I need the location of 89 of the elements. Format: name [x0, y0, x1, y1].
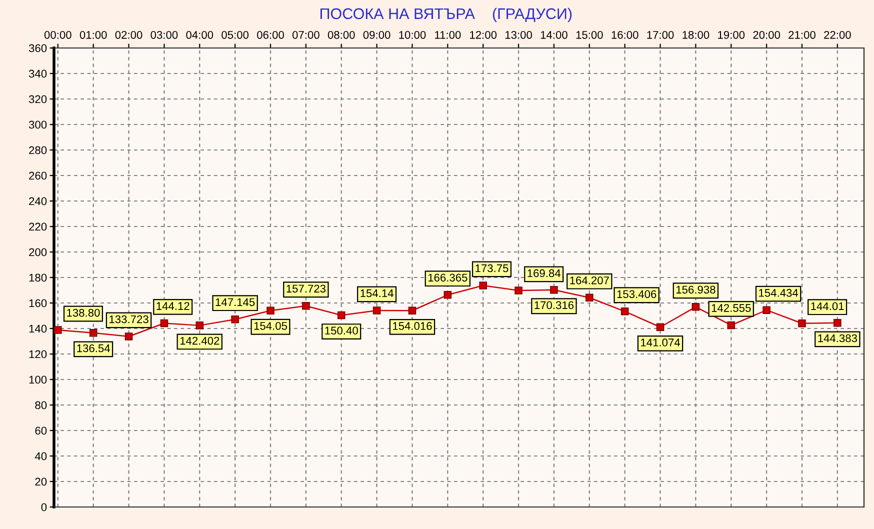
x-tick-label: 06:00 [257, 30, 284, 39]
data-label: 173.75 [476, 264, 508, 272]
x-tick-label: 01:00 [80, 30, 107, 39]
x-tick-label: 17:00 [647, 30, 674, 39]
data-label: 133.723 [110, 315, 148, 324]
data-label: 144.12 [156, 302, 190, 310]
y-tick-label: 300 [28, 120, 47, 129]
data-label: 142.555 [712, 304, 751, 312]
data-label: 154.05 [254, 322, 288, 330]
data-label: 147.145 [216, 298, 255, 306]
point [372, 306, 381, 314]
x-tick-label: 07:00 [292, 30, 320, 39]
y-tick-label: 80 [35, 401, 47, 410]
y-tick-label: 0 [41, 503, 47, 512]
data-label: 144.383 [818, 334, 858, 342]
x-tick-label: 14:00 [540, 30, 568, 39]
x-tick-label: 20:00 [753, 30, 780, 39]
y-tick-label: 240 [29, 197, 47, 206]
x-tick-label: 10:00 [399, 30, 426, 39]
y-tick-label: 140 [29, 324, 47, 333]
x-tick-label: 05:00 [222, 30, 249, 39]
point [479, 282, 487, 290]
data-label: 136.54 [77, 344, 110, 352]
x-tick-label: 03:00 [150, 30, 178, 39]
data-label: 150.40 [325, 326, 358, 335]
point [762, 306, 770, 314]
y-tick-label: 100 [29, 376, 47, 384]
data-label: 144.01 [811, 302, 844, 310]
x-tick-label: 08:00 [328, 30, 355, 39]
y-tick-label: 280 [29, 146, 47, 154]
x-tick-label: 12:00 [470, 30, 497, 39]
point [692, 303, 700, 311]
y-tick-label: 40 [34, 452, 47, 460]
data-label: 164.207 [570, 276, 609, 284]
chart-title: ПОСОКА НА ВЯТЪРА (ГРАДУСИ) [320, 8, 572, 22]
point [586, 294, 594, 302]
data-label: 166.365 [428, 274, 468, 282]
point [620, 308, 629, 316]
x-tick-label: 13:00 [505, 30, 532, 39]
x-tick-label: 21:00 [788, 30, 816, 39]
data-label: 170.316 [534, 301, 574, 310]
point [834, 319, 842, 327]
point [656, 323, 664, 332]
x-tick-label: 15:00 [576, 30, 603, 39]
point [798, 319, 806, 328]
y-tick-label: 60 [35, 426, 47, 435]
data-label: 141.074 [641, 338, 680, 346]
data-label: 157.723 [286, 284, 326, 293]
point [727, 321, 736, 330]
y-tick-label: 180 [29, 274, 47, 282]
data-label: 154.434 [759, 288, 798, 297]
point [54, 326, 62, 334]
data-label: 169.84 [528, 269, 561, 278]
y-tick-label: 340 [28, 70, 47, 78]
point [302, 302, 310, 310]
y-tick-label: 20 [35, 478, 47, 486]
point [266, 306, 274, 314]
point [550, 286, 558, 294]
point [196, 322, 204, 330]
x-tick-label: 09:00 [363, 30, 390, 39]
x-tick-label: 02:00 [115, 30, 142, 39]
y-tick-label: 160 [29, 299, 47, 308]
y-tick-label: 320 [28, 95, 47, 104]
x-tick-label: 22:00 [824, 30, 851, 39]
data-label: 142.402 [180, 336, 220, 345]
point [408, 306, 416, 315]
point [124, 332, 133, 340]
x-tick-label: 04:00 [186, 30, 214, 39]
data-label: 154.14 [360, 289, 394, 298]
point [160, 319, 168, 328]
point [89, 329, 98, 337]
data-label: 138.80 [67, 308, 100, 317]
y-tick-label: 120 [29, 350, 47, 358]
point [231, 316, 239, 324]
y-tick-label: 220 [29, 222, 47, 231]
data-label: 154.016 [392, 322, 432, 330]
x-tick-label: 11:00 [435, 30, 461, 39]
data-label: 156.938 [676, 286, 716, 294]
x-tick-label: 19:00 [718, 30, 745, 39]
data-label: 153.406 [617, 290, 656, 298]
point [444, 290, 452, 299]
y-tick-label: 200 [29, 248, 47, 256]
x-tick-label: 16:00 [612, 30, 638, 39]
point [514, 286, 522, 294]
x-tick-label: 00:00 [44, 30, 72, 39]
y-tick-label: 260 [29, 172, 47, 180]
point [337, 311, 346, 320]
y-tick-label: 360 [28, 44, 47, 52]
x-tick-label: 18:00 [682, 30, 710, 39]
